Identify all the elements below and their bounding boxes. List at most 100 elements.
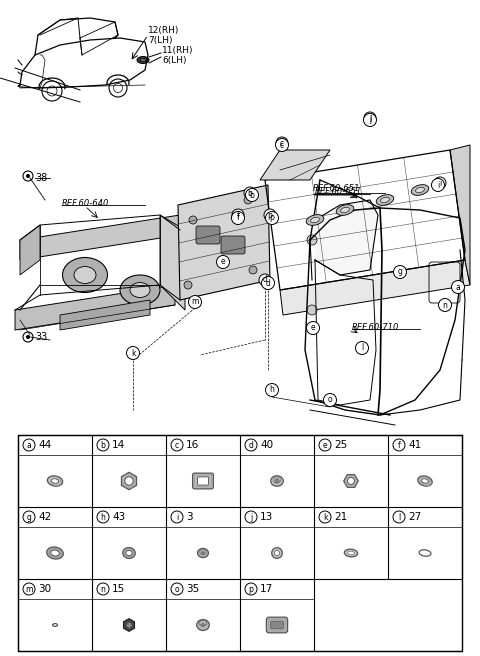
Circle shape (125, 477, 133, 485)
Text: REF.60-640: REF.60-640 (62, 199, 109, 209)
Text: 15: 15 (112, 584, 125, 594)
Text: n: n (443, 300, 447, 310)
Circle shape (259, 274, 271, 286)
Text: n: n (101, 584, 106, 594)
Circle shape (262, 276, 275, 289)
FancyBboxPatch shape (192, 473, 214, 489)
Polygon shape (315, 200, 378, 275)
FancyBboxPatch shape (266, 617, 288, 633)
Polygon shape (260, 150, 330, 180)
Ellipse shape (74, 266, 96, 283)
Text: j: j (250, 512, 252, 522)
Text: 40: 40 (260, 440, 273, 450)
Text: b: b (101, 440, 106, 449)
Text: k: k (131, 348, 135, 358)
Ellipse shape (51, 550, 60, 556)
Ellipse shape (130, 283, 150, 298)
Polygon shape (450, 145, 470, 285)
Text: 3: 3 (186, 512, 192, 522)
Ellipse shape (336, 205, 354, 215)
Text: d: d (249, 440, 253, 449)
Ellipse shape (311, 217, 319, 222)
Polygon shape (280, 260, 470, 315)
Circle shape (97, 439, 109, 451)
Polygon shape (344, 475, 358, 487)
Ellipse shape (376, 195, 394, 205)
Circle shape (26, 335, 30, 339)
Text: m: m (25, 584, 33, 594)
Ellipse shape (198, 548, 208, 558)
Ellipse shape (197, 619, 209, 630)
Text: h: h (270, 386, 275, 394)
Circle shape (171, 583, 183, 595)
Circle shape (245, 439, 257, 451)
Polygon shape (121, 472, 136, 489)
Circle shape (265, 384, 278, 396)
Polygon shape (123, 619, 134, 631)
Circle shape (356, 342, 369, 354)
Ellipse shape (381, 197, 389, 203)
Text: e: e (311, 323, 315, 333)
Text: j: j (369, 115, 371, 125)
Ellipse shape (306, 215, 324, 226)
Text: h: h (101, 512, 106, 522)
Circle shape (171, 439, 183, 451)
Circle shape (439, 298, 452, 312)
Circle shape (275, 479, 279, 483)
Text: 44: 44 (38, 440, 51, 450)
FancyBboxPatch shape (196, 226, 220, 244)
Ellipse shape (341, 207, 349, 213)
Text: 35: 35 (186, 584, 199, 594)
Text: i: i (439, 178, 441, 188)
Text: d: d (263, 276, 267, 285)
Circle shape (23, 511, 35, 523)
Polygon shape (15, 285, 175, 330)
Polygon shape (20, 215, 180, 260)
Text: p: p (270, 213, 275, 222)
Ellipse shape (126, 550, 132, 556)
Circle shape (23, 583, 35, 595)
Circle shape (272, 548, 282, 558)
Text: 12(RH): 12(RH) (148, 26, 180, 35)
Text: i: i (437, 180, 439, 190)
Ellipse shape (202, 552, 204, 554)
Text: o: o (175, 584, 180, 594)
Circle shape (319, 439, 331, 451)
Ellipse shape (52, 624, 58, 626)
Bar (18, 435, 462, 651)
Text: 25: 25 (334, 440, 347, 450)
Ellipse shape (51, 479, 59, 483)
Text: 11(RH): 11(RH) (162, 45, 193, 54)
Circle shape (244, 196, 252, 204)
Ellipse shape (421, 479, 429, 483)
Ellipse shape (137, 56, 149, 64)
Circle shape (363, 113, 376, 127)
Circle shape (245, 511, 257, 523)
Ellipse shape (123, 548, 135, 558)
Circle shape (127, 623, 132, 628)
Circle shape (23, 439, 35, 451)
Text: 21: 21 (334, 512, 347, 522)
Circle shape (348, 478, 355, 485)
Ellipse shape (271, 476, 283, 486)
Ellipse shape (48, 476, 62, 486)
FancyBboxPatch shape (221, 236, 245, 254)
Circle shape (232, 209, 244, 221)
Circle shape (324, 394, 336, 407)
Text: f: f (237, 213, 240, 222)
Circle shape (276, 138, 288, 152)
Polygon shape (60, 300, 150, 330)
Text: k: k (323, 512, 327, 522)
Polygon shape (160, 215, 185, 310)
Text: g: g (26, 512, 31, 522)
Text: b: b (248, 188, 252, 197)
Ellipse shape (47, 547, 63, 559)
Text: d: d (265, 279, 270, 287)
Circle shape (307, 321, 320, 335)
Text: 27: 27 (408, 512, 421, 522)
Circle shape (393, 511, 405, 523)
Polygon shape (20, 225, 40, 275)
Circle shape (231, 211, 244, 224)
Circle shape (97, 583, 109, 595)
Text: 43: 43 (112, 512, 125, 522)
